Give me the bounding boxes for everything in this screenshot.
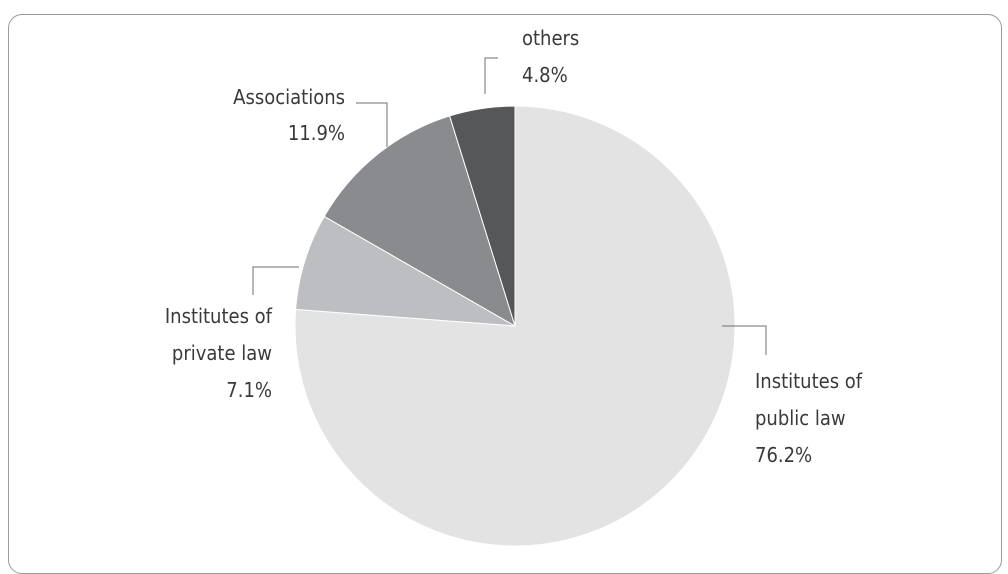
slice-label-associations: Associations 11.9% bbox=[233, 85, 345, 145]
slice-value-private-law: 7.1% bbox=[226, 378, 272, 402]
slice-name-others: others bbox=[522, 26, 579, 50]
slice-label-private-law: Institutes of private law 7.1% bbox=[165, 304, 273, 402]
leader-line-associations bbox=[356, 102, 388, 147]
slice-others bbox=[449, 105, 516, 327]
pie-slices bbox=[294, 105, 736, 547]
slice-name-associations: Associations bbox=[233, 85, 345, 109]
slice-name-public-law-line2: public law bbox=[755, 406, 846, 430]
slice-name-private-law-line1: Institutes of bbox=[165, 304, 273, 328]
slice-associations bbox=[323, 115, 516, 328]
leader-line-others bbox=[484, 57, 498, 94]
leader-line-private-law bbox=[252, 266, 299, 295]
slice-value-associations: 11.9% bbox=[288, 121, 345, 145]
slice-name-public-law-line1: Institutes of bbox=[755, 369, 863, 393]
slice-value-others: 4.8% bbox=[522, 63, 568, 87]
slice-name-private-law-line2: private law bbox=[172, 341, 272, 365]
leader-line-public-law bbox=[722, 325, 767, 355]
slice-label-others: others 4.8% bbox=[522, 26, 579, 87]
slice-label-public-law: Institutes of public law 76.2% bbox=[755, 369, 863, 467]
slice-value-public-law: 76.2% bbox=[755, 443, 812, 467]
